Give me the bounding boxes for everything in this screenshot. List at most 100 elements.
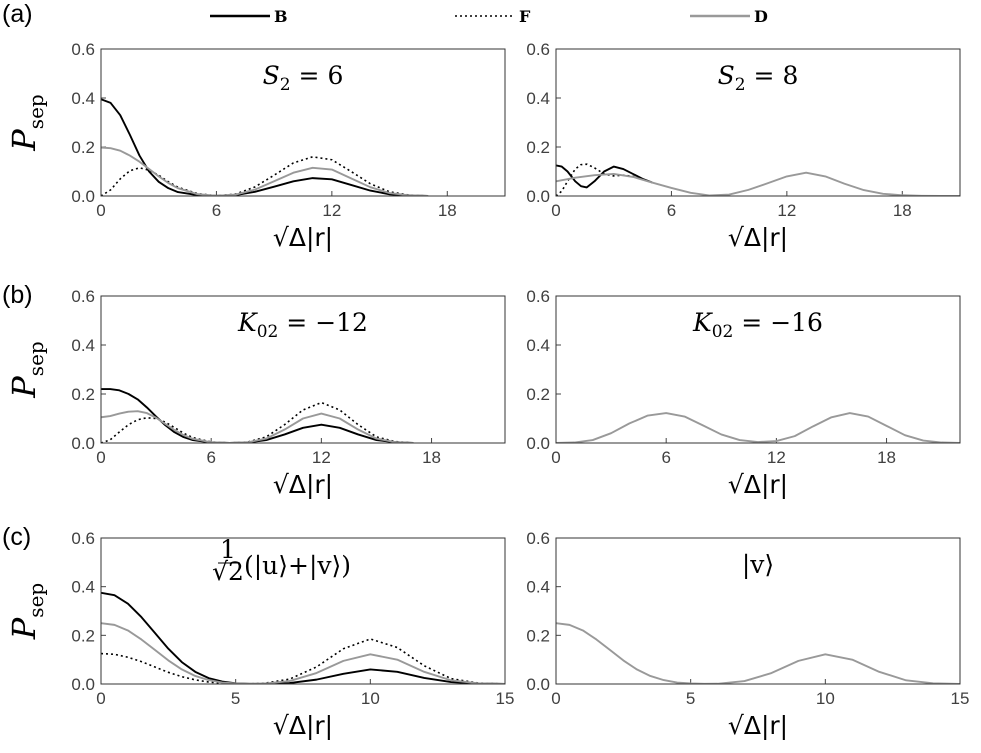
panel-title: 1√2 (|u⟩+|v⟩) [212,535,351,586]
series-b-line [101,591,505,684]
x-tick-label: 6 [212,201,221,220]
y-axis-label-main: P [5,376,43,399]
x-tick-label: 0 [551,201,560,220]
x-tick-label: 5 [686,689,695,708]
legend-label: F [519,7,531,26]
panel-title-main: S [263,61,280,90]
panel-1-0: 0.0 0.2 0.4 0.6 0 6 12 18 √Δ|r| Psep K02 = −12 [5,287,506,499]
panel-title: |v⟩ [742,550,774,580]
x-tick-label: 15 [951,689,970,708]
series-d-line [556,171,960,196]
panel-title: K02 = −12 [237,308,368,342]
x-axis-label: √Δ|r| [728,711,788,740]
y-axis-label: Psep [5,583,48,640]
row-label: (c) [2,523,31,551]
y-tick-label: 0.2 [71,626,95,645]
x-axis-label: √Δ|r| [728,223,788,252]
panel-title: S2 = 8 [718,61,799,95]
series-d-line [556,412,960,443]
y-axis-label-sub: sep [24,583,48,618]
panel-title-rest: = −16 [733,308,823,337]
y-tick-label: 0.4 [526,89,550,108]
y-axis-label: Psep [5,94,48,151]
y-tick-label: 0.0 [71,187,95,206]
y-axis-label-sub: sep [24,94,48,129]
title-text: (|u⟩+|v⟩) [244,551,351,581]
x-tick-label: 6 [661,448,670,467]
panel-title-rest: = −12 [278,308,368,337]
series-d-line [101,410,414,443]
y-tick-label: 0.2 [526,385,550,404]
series-b-line [556,164,653,189]
row-label: (a) [2,0,33,28]
plot-frame [100,537,506,685]
y-tick-label: 0.0 [526,675,550,694]
x-tick-label: 10 [361,689,380,708]
y-tick-label: 0.6 [526,287,550,306]
x-tick-label: 18 [438,201,457,220]
plot-frame [555,537,961,685]
x-tick-label: 12 [312,448,331,467]
panel-title-sub: 02 [257,322,279,342]
row-label: (b) [2,281,33,309]
y-tick-label: 0.4 [526,578,550,597]
panel-title-main: S [718,61,735,90]
series-d-line [101,146,429,196]
panel-title-sub: 02 [712,322,734,342]
y-tick-label: 0.6 [71,529,95,548]
x-tick-label: 0 [551,448,560,467]
x-tick-label: 12 [767,448,786,467]
panel-title: K02 = −16 [692,308,823,342]
legend-item-f: F [455,7,531,26]
x-tick-label: 18 [422,448,441,467]
x-tick-label: 15 [496,689,515,708]
y-tick-label: 0.0 [71,675,95,694]
y-tick-label: 0.2 [71,138,95,157]
plot-frame [100,48,506,197]
y-tick-label: 0.2 [526,138,550,157]
x-tick-label: 6 [667,201,676,220]
plot-frame [555,48,961,197]
y-tick-label: 0.4 [71,578,95,597]
x-axis-label: √Δ|r| [273,223,333,252]
series-b-line [101,388,414,443]
y-tick-label: 0.2 [526,626,550,645]
y-tick-label: 0.0 [526,434,550,453]
y-tick-label: 0.4 [71,89,95,108]
panel-title-sub: 2 [735,75,746,95]
y-tick-label: 0.6 [526,40,550,59]
x-tick-label: 18 [893,201,912,220]
legend-label: D [754,7,768,26]
title-fraction-numerator: 1 [220,535,236,564]
title-fraction-denominator: √2 [212,557,244,586]
y-tick-label: 0.0 [71,434,95,453]
y-axis-label-sub: sep [24,341,48,376]
y-tick-label: 0.2 [71,385,95,404]
y-axis-label-main: P [5,617,43,640]
x-tick-label: 12 [777,201,796,220]
panel-title-rest: = 8 [746,61,799,90]
x-axis-label: √Δ|r| [273,711,333,740]
x-tick-label: 12 [322,201,341,220]
y-tick-label: 0.6 [71,287,95,306]
legend-item-d: D [690,7,768,26]
series-f-line [101,401,414,443]
series-d-line [556,622,960,684]
panel-title-main: K [692,308,713,337]
y-tick-label: 0.6 [526,529,550,548]
x-tick-label: 18 [877,448,896,467]
legend-label: B [274,7,288,26]
panel-2-1: 0.0 0.2 0.4 0.6 0 5 10 15 √Δ|r| |v⟩ [526,529,969,740]
y-axis-label-main: P [5,129,43,152]
x-axis-label: √Δ|r| [728,470,788,499]
y-axis-label: Psep [5,341,48,398]
y-tick-label: 0.0 [526,187,550,206]
panel-1-1: 0.0 0.2 0.4 0.6 0 6 12 18 √Δ|r| K02 = −16 [526,287,961,499]
y-tick-label: 0.4 [526,336,550,355]
y-tick-label: 0.4 [71,336,95,355]
series-f-line [556,163,653,196]
panel-title-rest: = 6 [291,61,344,90]
x-tick-label: 10 [816,689,835,708]
panel-0-0: 0.0 0.2 0.4 0.6 0 6 12 18 √Δ|r| Psep S2 = 6 [5,40,506,252]
